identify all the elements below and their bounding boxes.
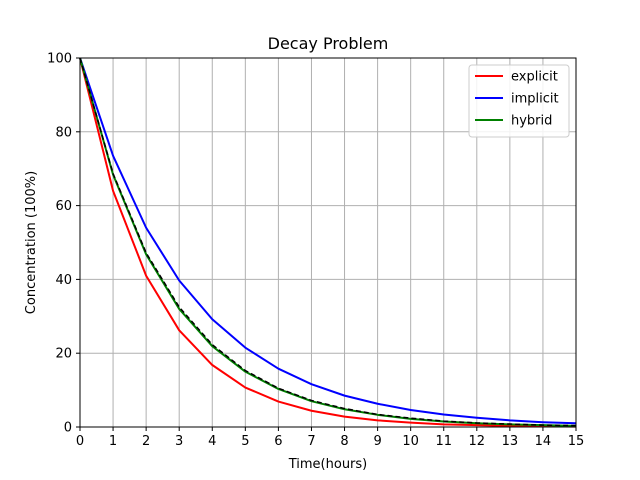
x-tick-label: 7: [307, 434, 315, 449]
x-tick-label: 6: [274, 434, 282, 449]
y-tick-label: 80: [55, 125, 72, 140]
series-line-explicit: [79, 57, 577, 428]
series-line-exact: [79, 57, 577, 427]
x-tick-label: 0: [76, 434, 84, 449]
x-tick-label: 11: [435, 434, 452, 449]
x-tick-label: 13: [502, 434, 519, 449]
y-tick-label: 20: [55, 347, 72, 362]
series-line-implicit: [79, 57, 577, 425]
x-tick-label: 1: [109, 434, 117, 449]
legend: explicit implicit hybrid: [468, 64, 570, 138]
x-tick-label: 4: [208, 434, 216, 449]
y-tick-label: 40: [55, 273, 72, 288]
x-tick-label: 5: [241, 434, 249, 449]
x-tick-label: 12: [469, 434, 486, 449]
legend-label-implicit: implicit: [511, 92, 559, 107]
chart-title: Decay Problem: [268, 34, 389, 53]
legend-label-explicit: explicit: [511, 70, 558, 85]
series-layer: [79, 57, 577, 428]
y-tick-label: 60: [55, 199, 72, 214]
x-tick-label: 3: [175, 434, 183, 449]
x-tick-label: 2: [142, 434, 150, 449]
x-tick-label: 10: [402, 434, 419, 449]
x-tick-label: 15: [568, 434, 585, 449]
legend-label-hybrid: hybrid: [511, 114, 552, 129]
y-tick-label: 0: [64, 421, 72, 436]
x-tick-label: 8: [340, 434, 348, 449]
x-axis-label: Time(hours): [288, 457, 368, 472]
y-tick-label: 100: [47, 52, 72, 67]
y-axis-label: Concentration (100%): [24, 171, 39, 314]
x-tick-label: 9: [373, 434, 381, 449]
x-tick-label: 14: [535, 434, 552, 449]
plot-frame: [79, 57, 577, 428]
